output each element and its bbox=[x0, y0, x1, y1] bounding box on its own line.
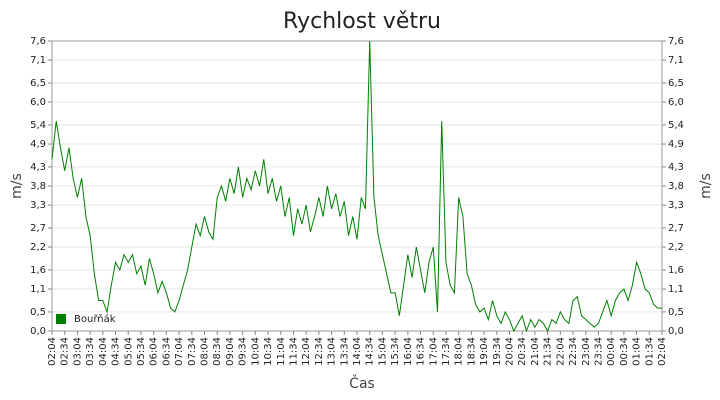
y2-tick-label: 5,4 bbox=[668, 120, 684, 131]
x-tick-label: 21:34 bbox=[543, 337, 554, 366]
x-tick-label: 03:04 bbox=[72, 337, 83, 366]
y2-tick-label: 2,2 bbox=[668, 242, 684, 253]
x-tick-label: 16:34 bbox=[416, 337, 427, 366]
y-tick-label: 5,4 bbox=[30, 120, 46, 131]
x-tick-label: 11:04 bbox=[276, 337, 287, 366]
x-tick-label: 20:34 bbox=[517, 337, 528, 366]
x-tick-label: 10:34 bbox=[263, 337, 274, 366]
x-tick-label: 14:34 bbox=[365, 337, 376, 366]
x-tick-label: 04:04 bbox=[98, 337, 109, 366]
x-tick-label: 22:04 bbox=[555, 337, 566, 366]
y-tick-label: 0,5 bbox=[30, 307, 46, 318]
x-tick-label: 09:04 bbox=[225, 337, 236, 366]
x-tick-label: 06:04 bbox=[149, 337, 160, 366]
y-tick-label: 1,1 bbox=[30, 284, 46, 295]
y2-tick-label: 1,1 bbox=[668, 284, 684, 295]
y-tick-label: 2,2 bbox=[30, 242, 46, 253]
y2-tick-label: 7,6 bbox=[668, 36, 684, 47]
x-axis-label: Čas bbox=[349, 374, 375, 392]
y-tick-label: 7,6 bbox=[30, 36, 46, 47]
y-tick-label: 2,7 bbox=[30, 223, 46, 234]
x-tick-label: 09:34 bbox=[238, 337, 249, 366]
x-tick-label: 03:34 bbox=[85, 337, 96, 366]
x-tick-label: 18:34 bbox=[466, 337, 477, 366]
x-tick-label: 07:04 bbox=[174, 337, 185, 366]
y-axis-label: m/s bbox=[9, 173, 25, 199]
x-tick-label: 14:04 bbox=[352, 337, 363, 366]
x-tick-label: 07:34 bbox=[187, 337, 198, 366]
x-tick-label: 18:04 bbox=[454, 337, 465, 366]
x-tick-label: 00:34 bbox=[619, 337, 630, 366]
x-tick-label: 06:34 bbox=[161, 337, 172, 366]
y2-tick-label: 4,3 bbox=[668, 162, 684, 173]
x-tick-label: 13:34 bbox=[339, 337, 350, 366]
x-tick-label: 12:34 bbox=[314, 337, 325, 366]
y-tick-label: 3,3 bbox=[30, 200, 46, 211]
x-tick-label: 05:34 bbox=[136, 337, 147, 366]
y-tick-label: 3,8 bbox=[30, 181, 46, 192]
x-tick-label: 05:04 bbox=[123, 337, 134, 366]
x-tick-label: 15:04 bbox=[377, 337, 388, 366]
x-tick-label: 02:04 bbox=[47, 337, 58, 366]
x-tick-label: 02:34 bbox=[60, 337, 71, 366]
y-tick-label: 4,3 bbox=[30, 162, 46, 173]
y-tick-label: 1,6 bbox=[30, 265, 46, 276]
y2-tick-label: 0,0 bbox=[668, 326, 684, 337]
x-tick-label: 15:34 bbox=[390, 337, 401, 366]
x-tick-label: 08:34 bbox=[212, 337, 223, 366]
x-tick-label: 17:04 bbox=[428, 337, 439, 366]
x-tick-label: 16:04 bbox=[403, 337, 414, 366]
x-tick-label: 13:04 bbox=[327, 337, 338, 366]
data-line bbox=[51, 40, 662, 333]
x-tick-label: 19:04 bbox=[479, 337, 490, 366]
y-tick-label: 6,5 bbox=[30, 78, 46, 89]
y2-tick-label: 4,9 bbox=[668, 139, 684, 150]
y-tick-label: 0,0 bbox=[30, 326, 46, 337]
x-tick-label: 23:34 bbox=[593, 337, 604, 366]
y2-tick-label: 3,3 bbox=[668, 200, 684, 211]
x-tick-label: 08:04 bbox=[200, 337, 211, 366]
y-tick-label: 7,1 bbox=[30, 55, 46, 66]
x-tick-label: 12:04 bbox=[301, 337, 312, 366]
y2-tick-label: 7,1 bbox=[668, 55, 684, 66]
y2-tick-label: 0,5 bbox=[668, 307, 684, 318]
x-tick-label: 02:04 bbox=[657, 337, 668, 366]
y2-tick-label: 2,7 bbox=[668, 223, 684, 234]
y2-axis-label: m/s bbox=[698, 173, 714, 199]
y-tick-label: 6,0 bbox=[30, 97, 46, 108]
x-tick-label: 10:04 bbox=[250, 337, 261, 366]
x-tick-label: 22:34 bbox=[568, 337, 579, 366]
x-tick-label: 17:34 bbox=[441, 337, 452, 366]
y-tick-label: 4,9 bbox=[30, 139, 46, 150]
chart-title: Rychlost větru bbox=[283, 9, 441, 34]
x-tick-label: 11:34 bbox=[288, 337, 299, 366]
x-tick-label: 04:34 bbox=[111, 337, 122, 366]
y2-tick-label: 6,5 bbox=[668, 78, 684, 89]
x-tick-label: 20:04 bbox=[505, 337, 516, 366]
x-tick-label: 01:04 bbox=[632, 337, 643, 366]
y2-tick-label: 6,0 bbox=[668, 97, 684, 108]
legend-swatch bbox=[56, 314, 66, 324]
legend-label: Bouřňák bbox=[74, 313, 116, 325]
x-tick-label: 19:34 bbox=[492, 337, 503, 366]
x-tick-label: 21:04 bbox=[530, 337, 541, 366]
x-tick-label: 00:04 bbox=[606, 337, 617, 366]
y2-tick-label: 1,6 bbox=[668, 265, 684, 276]
y2-tick-label: 3,8 bbox=[668, 181, 684, 192]
x-tick-label: 01:34 bbox=[644, 337, 655, 366]
x-tick-label: 23:04 bbox=[581, 337, 592, 366]
